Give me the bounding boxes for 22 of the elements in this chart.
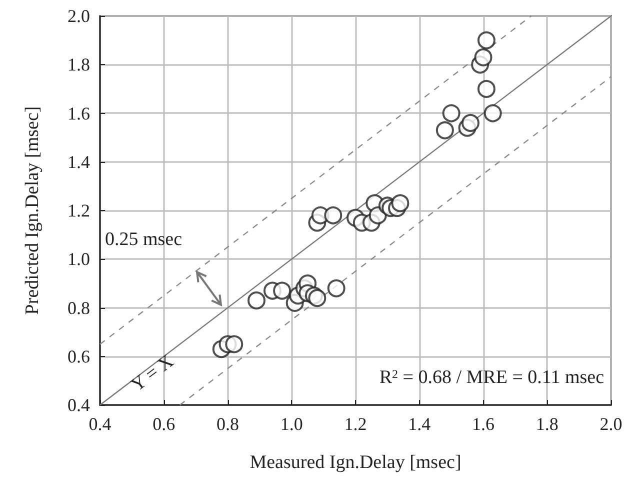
annotation: 0.25 msec: [105, 229, 182, 250]
x-tick-label: 2.0: [600, 414, 622, 434]
x-tick-label: 1.8: [536, 414, 558, 434]
y-tick-label: 0.6: [68, 346, 90, 366]
x-tick-label: 0.4: [88, 414, 112, 434]
y-axis-title: Predicted Ign.Delay [msec]: [22, 106, 43, 315]
annotation: Y = X: [127, 350, 178, 396]
x-tick-label: 1.2: [344, 414, 367, 434]
x-tick-label: 0.6: [152, 414, 176, 434]
y-tick-label: 0.4: [68, 395, 90, 415]
y-tick-label: 1.2: [68, 200, 90, 220]
x-tick-label: 1.4: [408, 414, 431, 434]
y-tick-label: 2.0: [68, 6, 90, 26]
x-tick-label: 1.0: [280, 414, 303, 434]
x-tick-label: 0.8: [216, 414, 239, 434]
y-tick-label: 1.8: [68, 54, 90, 75]
y-tick-label: 1.4: [68, 152, 90, 172]
y-tick-label: 0.8: [68, 298, 90, 318]
x-axis-title: Measured Ign.Delay [msec]: [250, 452, 462, 473]
y-tick-label: 1.6: [68, 103, 90, 124]
y-tick-label: 1.0: [68, 249, 90, 270]
x-tick-label: 1.6: [472, 414, 494, 434]
